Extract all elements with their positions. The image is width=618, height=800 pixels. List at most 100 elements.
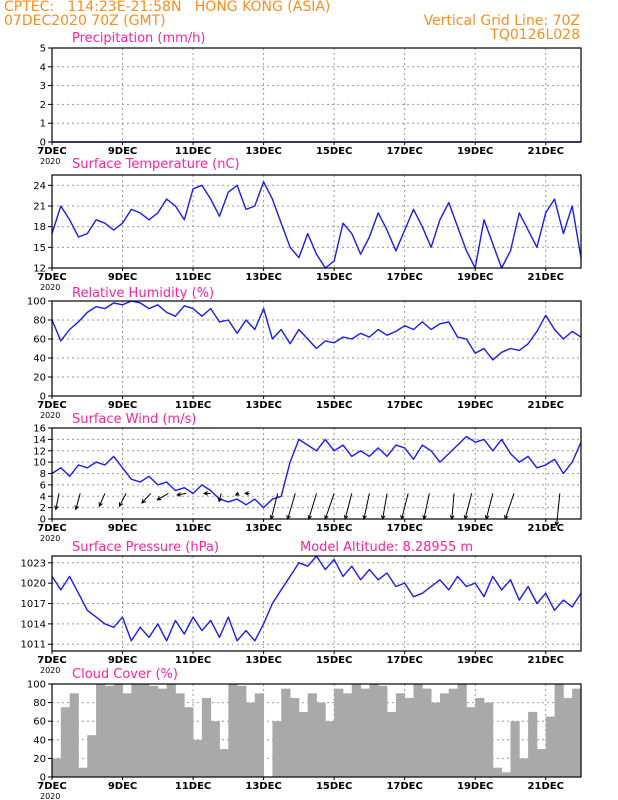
cloud-bar xyxy=(245,702,256,777)
cloud-bar xyxy=(378,685,388,777)
precip-xtick-label: 9DEC xyxy=(108,146,137,157)
cloud-bar xyxy=(572,688,582,777)
header-date: 07DEC2020 70Z (GMT) xyxy=(4,13,166,29)
cloud-bar xyxy=(219,749,229,777)
cloud-bar xyxy=(228,684,238,777)
cloud-xtick-label: 7DEC xyxy=(37,781,66,792)
altitude-label: Model Altitude: 8.28955 m xyxy=(300,540,473,555)
cloud-bar xyxy=(60,707,71,777)
cloud-bar xyxy=(52,758,62,777)
cloud-bar xyxy=(545,716,555,777)
wind-vector-head xyxy=(176,492,182,497)
cloud-bar xyxy=(413,684,423,777)
wind-vector-head xyxy=(98,502,103,508)
rh-ytick-label: 0 xyxy=(40,392,46,403)
pres-xtick-label: 21DEC xyxy=(528,655,564,666)
rh-year-label: 2020 xyxy=(40,411,60,420)
rh-ytick-label: 40 xyxy=(33,354,46,365)
cloud-bar xyxy=(131,684,141,777)
wind-xtick-label: 11DEC xyxy=(175,523,211,534)
cloud-bar xyxy=(439,693,450,777)
precip-panel: 0 1 2 3 4 5 7DEC 9DEC 11DEC 13DEC 15DEC 17DEC 19DEC 2… xyxy=(37,44,582,166)
cloud-bar xyxy=(475,697,485,777)
cloud-bar xyxy=(281,688,291,777)
cloud-bar xyxy=(457,684,467,777)
wind-vector-shaft xyxy=(308,493,317,520)
temp-frame xyxy=(51,174,582,269)
cloud-bar xyxy=(272,721,282,777)
temp-xtick-label: 15DEC xyxy=(316,272,352,283)
cloud-bar xyxy=(431,702,441,777)
wind-xtick-label: 9DEC xyxy=(108,523,137,534)
temp-xtick-label: 19DEC xyxy=(457,272,493,283)
rh-xtick-label: 17DEC xyxy=(386,400,422,411)
cloud-bar xyxy=(148,685,159,777)
wind-vector-shaft xyxy=(344,493,353,520)
wind-vector-head xyxy=(119,502,123,508)
wind-ytick-label: 8 xyxy=(40,469,46,480)
pres-ytick-label: 1020 xyxy=(21,579,46,590)
wind-xtick-label: 7DEC xyxy=(37,523,66,534)
precip-xtick-label: 19DEC xyxy=(457,146,493,157)
wind-vector-shaft xyxy=(363,493,370,520)
wind-ytick-label: 2 xyxy=(40,503,46,514)
pres-xtick-label: 15DEC xyxy=(316,655,352,666)
pres-title: Surface Pressure (hPa) xyxy=(72,540,219,555)
cloud-bar xyxy=(166,684,176,777)
cloud-xtick-label: 13DEC xyxy=(245,781,281,792)
rh-xtick-label: 7DEC xyxy=(37,400,66,411)
precip-ytick-label: 2 xyxy=(40,100,46,111)
wind-ytick-label: 10 xyxy=(33,458,46,469)
header-grid-line: Vertical Grid Line: 70Z xyxy=(423,13,580,29)
cloud-xtick-label: 9DEC xyxy=(108,781,137,792)
wind-vector-head xyxy=(202,491,208,496)
cloud-bar xyxy=(563,697,573,777)
wind-vector-shaft xyxy=(401,493,409,520)
rh-xtick-label: 9DEC xyxy=(108,400,137,411)
cloud-bar xyxy=(342,693,353,777)
precip-ytick-label: 4 xyxy=(40,62,46,73)
cloud-xtick-label: 11DEC xyxy=(175,781,211,792)
cloud-bar xyxy=(536,749,547,777)
pres-xtick-label: 11DEC xyxy=(175,655,211,666)
cloud-bar xyxy=(237,685,247,777)
wind-vector-shaft xyxy=(504,493,515,520)
cloud-ytick-label: 40 xyxy=(33,735,46,746)
precip-ytick-label: 3 xyxy=(40,81,46,92)
pres-xtick-label: 13DEC xyxy=(245,655,281,666)
wind-vector-head xyxy=(54,505,59,511)
cloud-bar xyxy=(422,688,432,777)
wind-vector-shaft xyxy=(177,492,187,496)
wind-vector-shaft xyxy=(55,493,60,510)
wind-vector-shaft xyxy=(464,493,473,520)
rh-ytick-label: 100 xyxy=(27,297,46,308)
cloud-bar xyxy=(104,685,115,777)
temp-xtick-label: 21DEC xyxy=(528,272,564,283)
rh-xtick-label: 11DEC xyxy=(175,400,211,411)
wind-xtick-label: 17DEC xyxy=(386,523,422,534)
rh-panel: 0 20 40 60 80 100 7DEC 9DEC 11DEC 13DEC 15DEC 17DEC… xyxy=(27,297,582,420)
rh-ytick-label: 20 xyxy=(33,373,46,384)
cloud-bar xyxy=(69,693,79,777)
precip-frame xyxy=(51,47,582,143)
cloud-xtick-label: 15DEC xyxy=(316,781,352,792)
wind-vector-shaft xyxy=(382,493,388,520)
cloud-bar xyxy=(96,684,106,777)
precip-xtick-label: 11DEC xyxy=(175,146,211,157)
rh-xtick-label: 13DEC xyxy=(245,400,281,411)
temp-ytick-label: 18 xyxy=(33,222,46,233)
cloud-bar xyxy=(510,721,520,777)
wind-vector-head xyxy=(243,491,249,496)
cloud-ytick-label: 60 xyxy=(33,717,46,728)
rh-xtick-label: 21DEC xyxy=(528,400,564,411)
pres-ytick-label: 1014 xyxy=(21,619,46,630)
precip-title: Precipitation (mm/h) xyxy=(72,31,205,46)
pres-ytick-label: 1017 xyxy=(21,599,46,610)
cloud-bar xyxy=(387,711,397,777)
wind-vector-shaft xyxy=(556,493,561,526)
wind-ytick-label: 6 xyxy=(40,480,46,491)
cloud-bar xyxy=(448,688,458,777)
temp-ytick-label: 21 xyxy=(33,202,46,213)
